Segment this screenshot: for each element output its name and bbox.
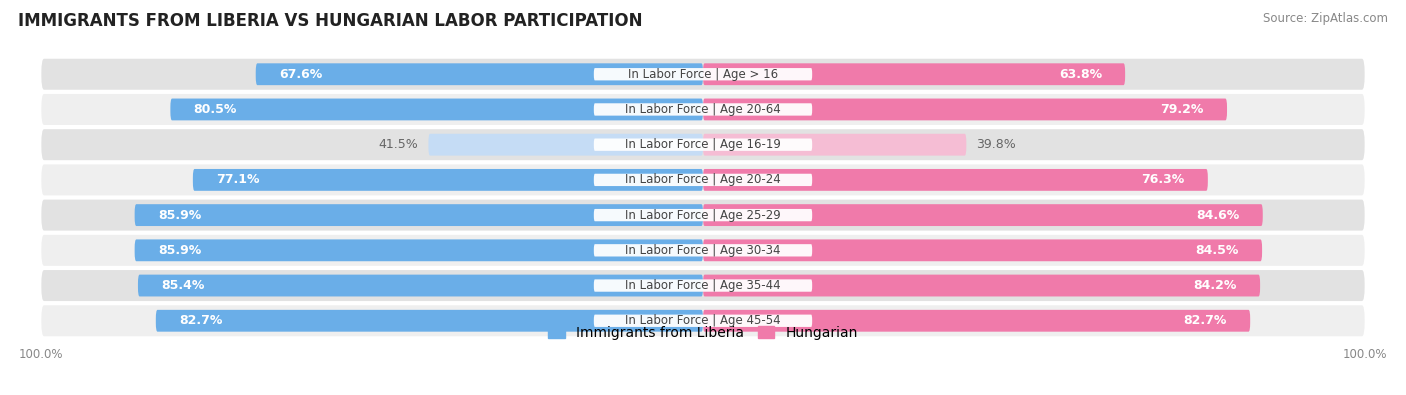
FancyBboxPatch shape	[41, 199, 1365, 231]
FancyBboxPatch shape	[156, 310, 703, 332]
Text: In Labor Force | Age 45-54: In Labor Force | Age 45-54	[626, 314, 780, 327]
FancyBboxPatch shape	[135, 204, 703, 226]
FancyBboxPatch shape	[593, 279, 813, 292]
Text: In Labor Force | Age 16-19: In Labor Force | Age 16-19	[626, 138, 780, 151]
FancyBboxPatch shape	[703, 169, 1208, 191]
Text: In Labor Force | Age 20-24: In Labor Force | Age 20-24	[626, 173, 780, 186]
Text: In Labor Force | Age 25-29: In Labor Force | Age 25-29	[626, 209, 780, 222]
Text: 85.4%: 85.4%	[162, 279, 204, 292]
FancyBboxPatch shape	[593, 209, 813, 221]
FancyBboxPatch shape	[41, 94, 1365, 125]
Text: 85.9%: 85.9%	[157, 244, 201, 257]
FancyBboxPatch shape	[703, 204, 1263, 226]
Text: In Labor Force | Age 30-34: In Labor Force | Age 30-34	[626, 244, 780, 257]
FancyBboxPatch shape	[429, 134, 703, 156]
Text: In Labor Force | Age 35-44: In Labor Force | Age 35-44	[626, 279, 780, 292]
FancyBboxPatch shape	[703, 63, 1125, 85]
FancyBboxPatch shape	[41, 270, 1365, 301]
Legend: Immigrants from Liberia, Hungarian: Immigrants from Liberia, Hungarian	[548, 325, 858, 340]
Text: IMMIGRANTS FROM LIBERIA VS HUNGARIAN LABOR PARTICIPATION: IMMIGRANTS FROM LIBERIA VS HUNGARIAN LAB…	[18, 12, 643, 30]
Text: 76.3%: 76.3%	[1142, 173, 1185, 186]
FancyBboxPatch shape	[593, 174, 813, 186]
FancyBboxPatch shape	[593, 244, 813, 256]
FancyBboxPatch shape	[41, 59, 1365, 90]
Text: In Labor Force | Age > 16: In Labor Force | Age > 16	[628, 68, 778, 81]
Text: 79.2%: 79.2%	[1160, 103, 1204, 116]
Text: 80.5%: 80.5%	[194, 103, 236, 116]
FancyBboxPatch shape	[135, 239, 703, 261]
FancyBboxPatch shape	[703, 98, 1227, 120]
Text: 67.6%: 67.6%	[278, 68, 322, 81]
FancyBboxPatch shape	[703, 275, 1260, 297]
Text: 85.9%: 85.9%	[157, 209, 201, 222]
FancyBboxPatch shape	[193, 169, 703, 191]
FancyBboxPatch shape	[41, 305, 1365, 336]
Text: Source: ZipAtlas.com: Source: ZipAtlas.com	[1263, 12, 1388, 25]
Text: 82.7%: 82.7%	[179, 314, 222, 327]
FancyBboxPatch shape	[593, 68, 813, 81]
Text: 84.5%: 84.5%	[1195, 244, 1239, 257]
Text: 63.8%: 63.8%	[1059, 68, 1102, 81]
Text: 77.1%: 77.1%	[217, 173, 260, 186]
Text: 39.8%: 39.8%	[976, 138, 1017, 151]
Text: 41.5%: 41.5%	[378, 138, 419, 151]
Text: 84.2%: 84.2%	[1194, 279, 1237, 292]
FancyBboxPatch shape	[138, 275, 703, 297]
FancyBboxPatch shape	[703, 310, 1250, 332]
FancyBboxPatch shape	[593, 103, 813, 116]
FancyBboxPatch shape	[256, 63, 703, 85]
Text: 82.7%: 82.7%	[1184, 314, 1227, 327]
FancyBboxPatch shape	[41, 235, 1365, 266]
Text: In Labor Force | Age 20-64: In Labor Force | Age 20-64	[626, 103, 780, 116]
FancyBboxPatch shape	[703, 134, 966, 156]
FancyBboxPatch shape	[41, 129, 1365, 160]
FancyBboxPatch shape	[593, 139, 813, 151]
FancyBboxPatch shape	[593, 314, 813, 327]
Text: 84.6%: 84.6%	[1197, 209, 1240, 222]
FancyBboxPatch shape	[170, 98, 703, 120]
FancyBboxPatch shape	[41, 164, 1365, 196]
FancyBboxPatch shape	[703, 239, 1263, 261]
